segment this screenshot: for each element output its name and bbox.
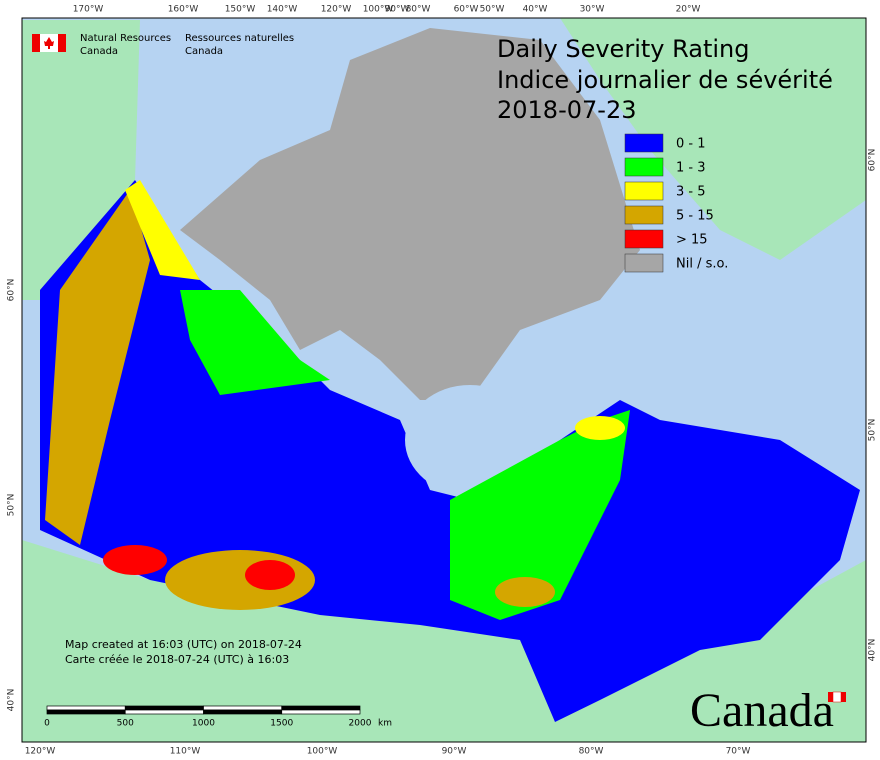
graticule-label: 140°W [267,5,298,15]
wordmark: Canada [690,684,834,737]
scale-label: 2000 [349,719,372,729]
scale-label: 500 [117,719,134,729]
graticule-label: 160°W [168,5,199,15]
org-fr: Ressources naturelles [185,33,294,44]
scale-segment [281,709,361,715]
graticule-label: 20°W [676,5,701,15]
date: 2018-07-23 [497,96,636,124]
bc-orange [45,190,150,545]
legend-swatch [624,205,664,225]
scale-label: 1000 [192,719,215,729]
graticule-label: 150°W [225,5,256,15]
flag [32,34,40,52]
graticule-label: 50°N [7,494,17,517]
graticule-label: 70°W [726,747,751,757]
legend-swatch [624,229,664,249]
scale-segment [281,705,361,711]
prairie-red [245,560,295,590]
scale-segment [124,709,204,715]
legend-swatch [624,181,664,201]
scale-label: 0 [44,719,50,729]
graticule-label: 120°W [321,5,352,15]
legend-label: Nil / s.o. [676,257,728,272]
scale-segment [203,709,283,715]
legend-label: 1 - 3 [676,161,706,176]
scale-unit: km [378,719,392,729]
scale-segment [124,705,204,711]
graticule-label: 110°W [170,747,201,757]
graticule-label: 50°W [480,5,505,15]
graticule-label: 120°W [25,747,56,757]
note: Carte créée le 2018-07-24 (UTC) à 16:03 [65,653,289,666]
legend-label: 0 - 1 [676,137,706,152]
legend-swatch [624,253,664,273]
note: Map created at 16:03 (UTC) on 2018-07-24 [65,638,302,651]
title: Daily Severity Rating [497,35,749,63]
graticule-label: 170°W [73,5,104,15]
legend-label: 5 - 15 [676,209,714,224]
org-en: Natural Resources [80,33,171,44]
graticule-label: 40°N [7,689,17,712]
subtitle: Indice journalier de sévérité [497,66,833,94]
bc-red [103,545,167,575]
graticule-label: 80°W [406,5,431,15]
legend-label: 3 - 5 [676,185,706,200]
legend-label: > 15 [676,233,708,248]
arctic-nil [180,28,640,400]
graticule-label: 100°W [363,5,394,15]
alaska [22,20,140,300]
scale-segment [203,705,283,711]
graticule-label: 40°N [868,639,878,662]
map-frame [21,17,867,743]
greenland [560,18,866,260]
graticule-label: 90°W [385,5,410,15]
usa [22,540,866,742]
graticule-label: 30°W [580,5,605,15]
org-fr: Canada [185,46,223,57]
scale-label: 1500 [270,719,293,729]
north-green [180,290,330,395]
graticule-label: 50°N [868,419,878,442]
east-yellow [575,416,625,440]
graticule-label: 100°W [307,747,338,757]
org-en: Canada [80,46,118,57]
legend-swatch [624,133,664,153]
east-orange [495,577,555,607]
east-green [450,410,630,620]
graticule-label: 60°W [454,5,479,15]
graticule-label: 60°N [868,149,878,172]
graticule-label: 90°W [442,747,467,757]
hudson-bay [405,385,535,495]
graticule-label: 80°W [579,747,604,757]
graticule-label: 40°W [523,5,548,15]
legend-swatch [624,157,664,177]
bc-yellow [125,180,200,280]
scale-segment [46,709,126,715]
scale-segment [46,705,126,711]
graticule-label: 60°N [7,279,17,302]
